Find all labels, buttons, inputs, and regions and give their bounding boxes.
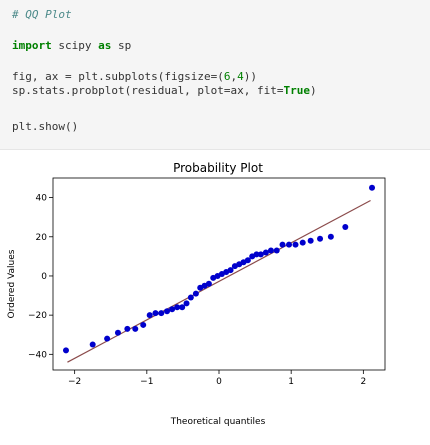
data-point	[327, 233, 334, 240]
data-point	[262, 249, 269, 256]
data-point	[273, 247, 280, 254]
data-point	[164, 308, 171, 315]
data-point	[89, 341, 96, 348]
code-cell[interactable]: # QQ Plot import scipy as sp fig, ax = p…	[0, 0, 430, 150]
chart-title: Probability Plot	[173, 161, 263, 175]
data-point	[104, 335, 111, 342]
data-point	[124, 325, 131, 332]
data-point	[140, 321, 147, 328]
data-point	[192, 290, 199, 297]
y-tick-label: 20	[36, 233, 48, 243]
code-line-import: import scipy as sp	[12, 39, 132, 52]
data-point	[299, 239, 306, 246]
data-point	[307, 237, 314, 244]
x-tick-label: −1	[140, 377, 153, 387]
data-point	[244, 257, 251, 264]
data-point	[179, 304, 186, 311]
code-comment: # QQ Plot	[12, 8, 72, 21]
data-point	[152, 310, 159, 317]
code-line-subplots: fig, ax = plt.subplots(figsize=(6,4))	[12, 70, 258, 83]
x-tick-label: 0	[216, 377, 222, 387]
plot-output: Probability Plot Theoretical quantiles O…	[0, 150, 430, 440]
code-line-show: plt.show()	[12, 120, 79, 133]
import-keyword: import	[12, 39, 52, 52]
data-point	[187, 294, 194, 301]
data-point	[169, 306, 176, 313]
axes: −2 −1 0 1 2 −40 −20 0 20 40	[28, 177, 386, 387]
data-point	[267, 247, 274, 254]
data-point	[253, 251, 260, 258]
y-tick-label: −40	[28, 350, 47, 360]
y-tick-label: 40	[36, 194, 48, 204]
x-axis-label: Theoretical quantiles	[170, 417, 266, 427]
y-tick-label: −20	[28, 311, 47, 321]
data-point	[205, 280, 212, 287]
data-point	[317, 235, 324, 242]
x-tick-label: −2	[68, 377, 81, 387]
data-point	[114, 329, 121, 336]
data-point	[62, 347, 69, 354]
data-point	[158, 310, 165, 317]
data-point	[146, 312, 153, 319]
data-point	[227, 267, 234, 274]
data-point	[174, 304, 181, 311]
y-tick-label: 0	[41, 272, 47, 282]
data-point	[257, 251, 264, 258]
as-keyword: as	[98, 39, 112, 52]
code-line-probplot: sp.stats.probplot(residual, plot=ax, fit…	[12, 84, 317, 97]
x-tick-label: 1	[288, 377, 294, 387]
probability-plot: Probability Plot Theoretical quantiles O…	[7, 161, 386, 427]
data-point	[369, 184, 376, 191]
data-point	[132, 325, 139, 332]
data-point	[342, 223, 349, 230]
y-axis-label: Ordered Values	[7, 249, 17, 318]
data-point	[279, 241, 286, 248]
data-point	[292, 241, 299, 248]
x-tick-label: 2	[360, 377, 366, 387]
data-point	[183, 300, 190, 307]
data-point	[286, 241, 293, 248]
